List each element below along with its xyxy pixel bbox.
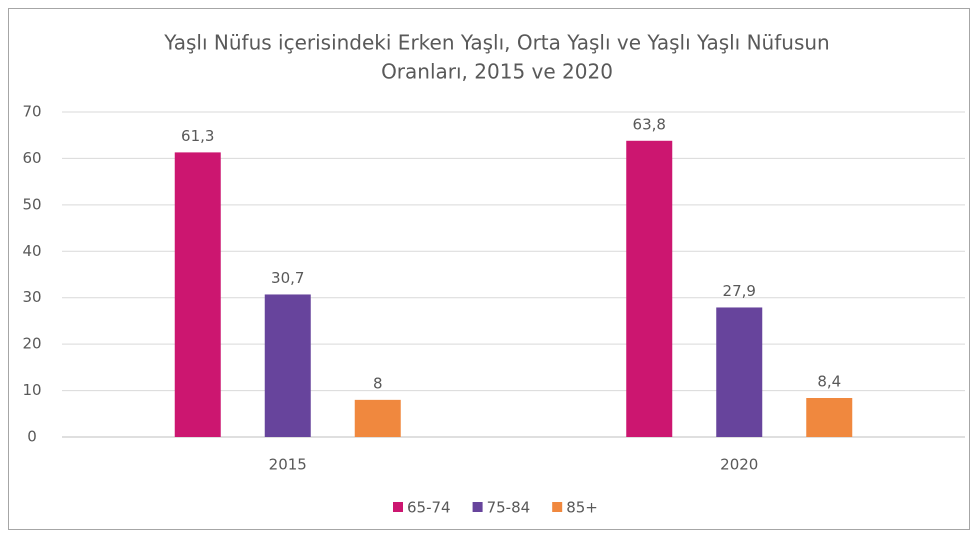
y-tick-label: 20 <box>22 335 41 353</box>
y-tick-label: 70 <box>22 103 41 121</box>
bar <box>716 307 763 437</box>
legend-swatch <box>472 502 483 512</box>
legend-label: 65-74 <box>407 499 451 517</box>
y-tick-label: 50 <box>22 195 41 213</box>
chart-title: Yaşlı Nüfus içerisindeki Erken Yaşlı, Or… <box>163 31 829 55</box>
bar <box>354 399 401 437</box>
y-tick-label: 0 <box>27 428 37 446</box>
data-label: 63,8 <box>633 115 666 133</box>
y-tick-label: 60 <box>22 149 41 167</box>
x-tick-label: 2015 <box>269 456 307 474</box>
bar <box>264 294 311 437</box>
chart-title: Oranları, 2015 ve 2020 <box>381 60 613 84</box>
legend-label: 75-84 <box>487 499 531 517</box>
chart-border <box>8 8 970 530</box>
legend-swatch <box>552 502 563 512</box>
data-label: 8 <box>373 374 383 392</box>
y-tick-label: 30 <box>22 288 41 306</box>
x-tick-label: 2020 <box>720 456 758 474</box>
data-label: 30,7 <box>271 269 304 287</box>
legend-label: 85+ <box>566 499 598 517</box>
y-tick-label: 10 <box>22 381 41 399</box>
bar <box>174 152 221 437</box>
bar <box>806 398 853 437</box>
data-label: 61,3 <box>181 127 214 145</box>
data-label: 8,4 <box>817 373 841 391</box>
y-tick-label: 40 <box>22 242 41 260</box>
data-label: 27,9 <box>723 282 756 300</box>
legend-swatch <box>393 502 403 512</box>
bar <box>626 140 673 438</box>
